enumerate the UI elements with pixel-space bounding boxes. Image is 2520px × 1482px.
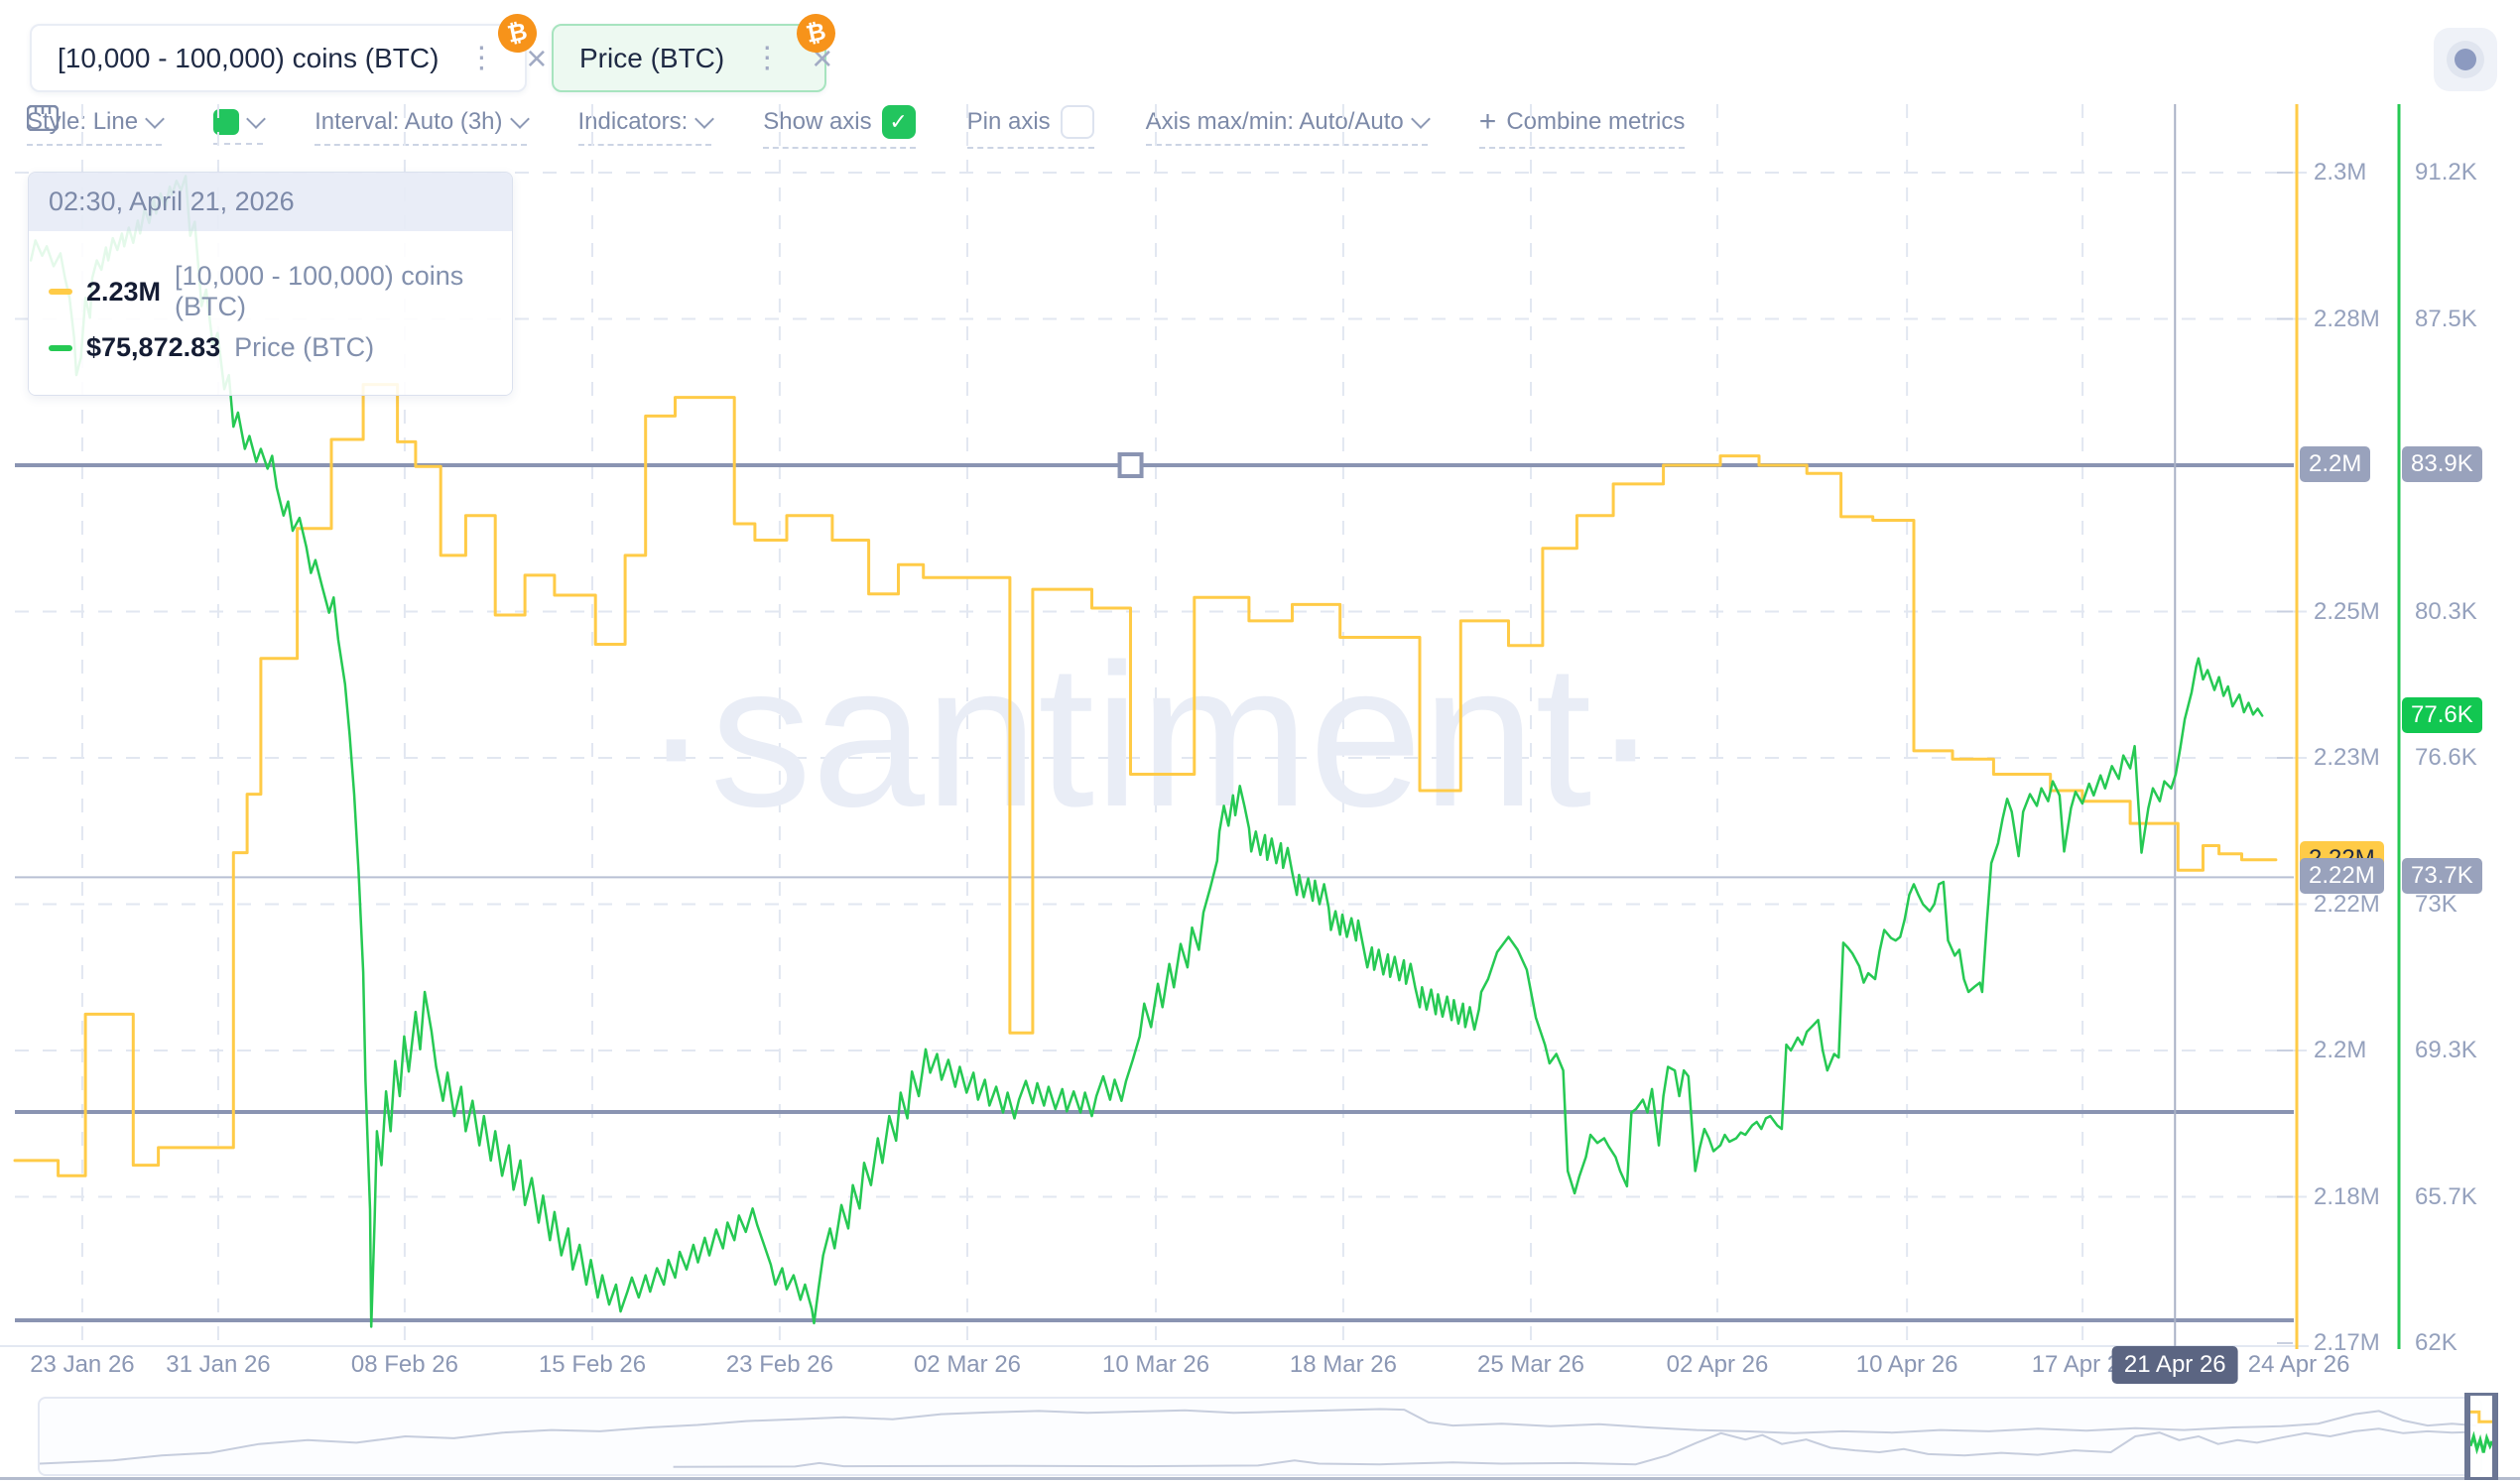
combine-metrics-label: Combine metrics bbox=[1506, 108, 1686, 135]
coins-axis-badge: 2.22M bbox=[2300, 858, 2384, 895]
x-axis-date-label: 02 Apr 26 bbox=[1666, 1351, 1769, 1378]
price-axis-tick-label: 73K bbox=[2415, 890, 2457, 918]
navigator-selection-preview bbox=[2470, 1410, 2492, 1455]
price-axis-tick-label: 76.6K bbox=[2415, 744, 2477, 771]
navigator-coins-history-line bbox=[673, 1427, 2477, 1468]
tab-label: Price (BTC) bbox=[579, 42, 725, 73]
record-button[interactable] bbox=[2434, 28, 2497, 91]
coins-axis-tick-label: 2.28M bbox=[2314, 305, 2380, 332]
santiment-watermark: ·santiment· bbox=[642, 622, 1659, 849]
indicators-label: Indicators: bbox=[577, 108, 689, 135]
coins-axis-tick-label: 2.3M bbox=[2314, 159, 2367, 185]
tooltip-row-price: $75,872.83 Price (BTC) bbox=[49, 332, 492, 363]
price-axis-badge: 77.6K bbox=[2402, 696, 2482, 733]
time-range-navigator[interactable] bbox=[38, 1397, 2482, 1476]
selection-price-mini-line bbox=[2470, 1430, 2492, 1455]
tooltip-label: Price (BTC) bbox=[234, 332, 375, 362]
series-swatch-price bbox=[49, 344, 72, 351]
coins-axis-tick-label: 2.25M bbox=[2314, 597, 2380, 625]
x-axis-date-label: 25 Mar 26 bbox=[1476, 1351, 1585, 1378]
crosshair-date-badge: 21 Apr 26 bbox=[2111, 1346, 2238, 1384]
price-axis-tick-label: 91.2K bbox=[2415, 159, 2477, 185]
axis-maxmin-label: Axis max/min: Auto/Auto bbox=[1145, 108, 1404, 135]
x-axis-date-label: 24 Apr 26 bbox=[2247, 1351, 2350, 1378]
price-axis-badge: 83.9K bbox=[2402, 446, 2482, 482]
pin-axis-checkbox[interactable] bbox=[1060, 105, 1094, 139]
tooltip-row-coins: 2.23M [10,000 - 100,000) coins (BTC) bbox=[49, 261, 492, 322]
x-axis-date-label: 18 Mar 26 bbox=[1289, 1351, 1397, 1378]
navigator-selection-window[interactable] bbox=[2464, 1393, 2498, 1480]
x-axis-date-label: 15 Feb 26 bbox=[538, 1351, 647, 1378]
chart-toolbar: Style: Line Interval: Auto (3h) Indicato… bbox=[27, 105, 1686, 149]
coins-axis-tick-label: 2.2M bbox=[2314, 1037, 2367, 1063]
line-drag-handle[interactable] bbox=[1117, 452, 1144, 478]
axis-maxmin-dropdown[interactable]: Axis max/min: Auto/Auto bbox=[1145, 108, 1431, 146]
coins-axis-tick-label: 2.17M bbox=[2314, 1329, 2380, 1356]
pin-axis-label: Pin axis bbox=[966, 108, 1051, 135]
x-axis-date-label: 10 Mar 26 bbox=[1101, 1351, 1210, 1378]
coins-axis-tick-label: 2.22M bbox=[2314, 890, 2380, 918]
combine-metrics-button[interactable]: + Combine metrics bbox=[1478, 105, 1686, 149]
show-axis-toggle[interactable]: Show axis ✓ bbox=[763, 105, 916, 149]
x-axis-date-label: 08 Feb 26 bbox=[350, 1351, 458, 1378]
navigator-price-history-line bbox=[40, 1408, 2477, 1465]
navigator-preview bbox=[40, 1408, 2477, 1468]
ruler-icon bbox=[27, 105, 59, 131]
price-axis-tick-label: 80.3K bbox=[2415, 597, 2477, 625]
price-axis-badge: 73.7K bbox=[2402, 858, 2482, 895]
metric-tab-coins[interactable]: [10,000 - 100,000) coins (BTC) ⋮ × bbox=[30, 24, 547, 92]
tooltip-label: [10,000 - 100,000) coins (BTC) bbox=[175, 261, 464, 321]
pin-axis-toggle[interactable]: Pin axis bbox=[966, 105, 1094, 149]
kebab-menu-icon[interactable]: ⋮ bbox=[752, 42, 783, 74]
tooltip-value: $75,872.83 bbox=[86, 332, 221, 362]
tooltip-timestamp: 02:30, April 21, 2026 bbox=[29, 173, 512, 231]
series-swatch-coins bbox=[49, 289, 72, 295]
coins-axis-badge: 2.2M bbox=[2300, 446, 2371, 482]
price-axis-tick-label: 87.5K bbox=[2415, 305, 2477, 332]
plus-icon: + bbox=[1478, 105, 1497, 138]
page-bottom-divider bbox=[0, 1477, 2520, 1480]
x-axis-date-label: 23 Feb 26 bbox=[725, 1351, 833, 1378]
tab-label: [10,000 - 100,000) coins (BTC) bbox=[58, 42, 440, 73]
interval-label: Interval: Auto (3h) bbox=[315, 108, 503, 135]
show-axis-checkbox[interactable]: ✓ bbox=[881, 105, 916, 139]
coins-axis-tick-label: 2.23M bbox=[2314, 744, 2380, 771]
x-axis-date-label: 23 Jan 26 bbox=[30, 1351, 135, 1378]
price-axis-tick-label: 69.3K bbox=[2415, 1037, 2477, 1063]
x-axis-date-label: 02 Mar 26 bbox=[913, 1351, 1022, 1378]
kebab-menu-icon[interactable]: ⋮ bbox=[466, 42, 497, 74]
x-axis-date-label: 10 Apr 26 bbox=[1855, 1351, 1958, 1378]
price-axis-tick-label: 65.7K bbox=[2415, 1182, 2477, 1210]
coins-series-line[interactable] bbox=[13, 383, 2278, 1177]
x-axis-date-label: 31 Jan 26 bbox=[166, 1351, 271, 1378]
show-axis-label: Show axis bbox=[763, 108, 872, 135]
record-icon bbox=[2447, 41, 2484, 78]
tooltip-value: 2.23M bbox=[86, 276, 162, 307]
price-axis-tick-label: 62K bbox=[2415, 1329, 2457, 1356]
coins-axis-tick-label: 2.18M bbox=[2314, 1182, 2380, 1210]
indicators-dropdown[interactable]: Indicators: bbox=[577, 108, 715, 146]
hover-tooltip: 02:30, April 21, 2026 2.23M [10,000 - 10… bbox=[28, 172, 513, 396]
interval-dropdown[interactable]: Interval: Auto (3h) bbox=[27, 105, 530, 146]
close-icon[interactable]: × bbox=[526, 37, 548, 78]
selection-coins-mini-line bbox=[2470, 1410, 2492, 1423]
price-series-line[interactable] bbox=[29, 175, 2264, 1328]
